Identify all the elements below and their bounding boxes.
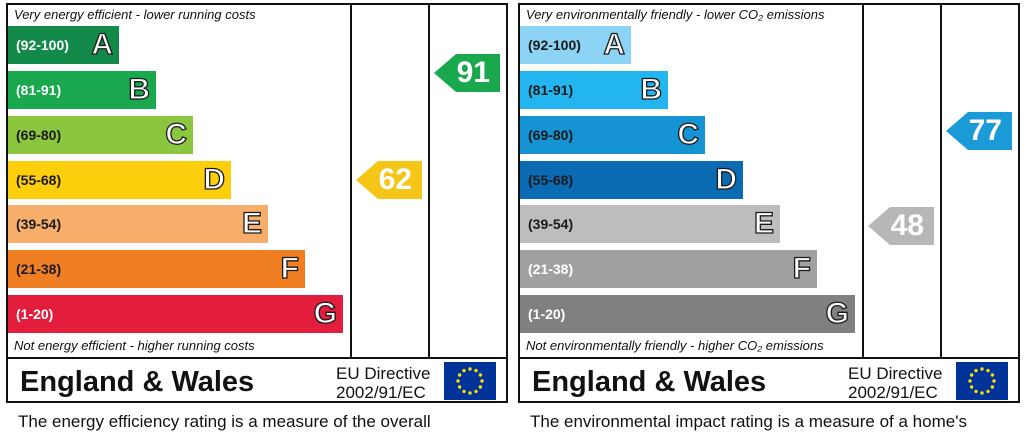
- energy-bottom-caption: Not energy efficient - higher running co…: [14, 338, 255, 353]
- eu-flag-icon: [444, 362, 496, 400]
- band-letter: E: [753, 206, 774, 240]
- eu-star: [457, 373, 462, 377]
- energy-eu-directive: EU Directive 2002/91/EC: [336, 364, 430, 402]
- eu-star: [986, 368, 990, 373]
- environment-band-c: (69-80) C: [520, 116, 705, 154]
- band-range: (39-54): [16, 216, 62, 232]
- band-range: (92-100): [528, 37, 581, 53]
- band-letter: A: [603, 27, 626, 61]
- eu-star: [462, 389, 466, 394]
- energy-band-a: (92-100) A: [8, 26, 119, 64]
- eu-star: [990, 373, 995, 377]
- eu-star: [969, 373, 974, 377]
- environmental-impact-panel: Very environmentally friendly - lower CO…: [512, 0, 1024, 431]
- energy-footer-text: The energy efficiency rating is a measur…: [18, 412, 431, 431]
- band-letter: C: [165, 117, 188, 151]
- environment-bottom-caption: Not environmentally friendly - higher CO…: [526, 338, 824, 353]
- divider-current: [350, 3, 352, 359]
- band-letter: G: [825, 296, 850, 330]
- band-range: (1-20): [528, 306, 566, 322]
- energy-potential-rating: 91: [434, 54, 500, 92]
- eu-star: [968, 379, 972, 383]
- eu-star: [980, 391, 984, 395]
- divider-current: [862, 3, 864, 359]
- band-range: (92-100): [16, 37, 69, 53]
- eu-star: [974, 368, 978, 373]
- band-letter: D: [715, 162, 738, 196]
- band-range: (69-80): [16, 127, 62, 143]
- band-letter: B: [640, 72, 663, 106]
- energy-top-caption: Very energy efficient - lower running co…: [14, 7, 256, 22]
- environment-footer-text: The environmental impact rating is a mea…: [530, 412, 967, 431]
- band-letter: B: [128, 72, 151, 106]
- environment-band-b: (81-91) B: [520, 71, 668, 109]
- environment-top-caption: Very environmentally friendly - lower CO…: [526, 7, 825, 22]
- environment-band-d: (55-68) D: [520, 161, 743, 199]
- band-letter: E: [241, 206, 262, 240]
- band-range: (81-91): [528, 82, 574, 98]
- band-range: (21-38): [528, 261, 574, 277]
- energy-band-f: (21-38) F: [8, 250, 305, 288]
- environment-band-g: (1-20) G: [520, 295, 855, 333]
- band-letter: A: [91, 27, 114, 61]
- eu-star: [456, 379, 460, 383]
- environment-chart-frame: [518, 3, 1020, 403]
- band-letter: C: [677, 117, 700, 151]
- divider-footer: [6, 357, 508, 359]
- band-range: (21-38): [16, 261, 62, 277]
- band-range: (55-68): [16, 172, 62, 188]
- environment-eu-directive: EU Directive 2002/91/EC: [848, 364, 942, 402]
- eu-star: [480, 379, 484, 383]
- environment-band-a: (92-100) A: [520, 26, 631, 64]
- directive-line1: EU Directive: [848, 364, 943, 383]
- band-range: (69-80): [528, 127, 574, 143]
- environment-region-label: England & Wales: [532, 366, 767, 398]
- energy-band-d: (55-68) D: [8, 161, 231, 199]
- eu-star: [478, 373, 483, 377]
- energy-band-c: (69-80) C: [8, 116, 193, 154]
- eu-flag-icon: [956, 362, 1008, 400]
- eu-star: [462, 368, 466, 373]
- band-range: (1-20): [16, 306, 54, 322]
- eu-star: [990, 385, 995, 389]
- eu-star: [974, 389, 978, 394]
- band-range: (55-68): [528, 172, 574, 188]
- directive-line2: 2002/91/EC: [336, 383, 426, 402]
- band-range: (39-54): [528, 216, 574, 232]
- eu-star: [478, 385, 483, 389]
- eu-star: [474, 368, 478, 373]
- eu-star: [468, 391, 472, 395]
- band-letter: F: [792, 251, 812, 285]
- band-letter: D: [203, 162, 226, 196]
- band-range: (81-91): [16, 82, 62, 98]
- eu-star: [468, 367, 472, 371]
- eu-star: [980, 367, 984, 371]
- directive-line2: 2002/91/EC: [848, 383, 938, 402]
- energy-band-g: (1-20) G: [8, 295, 343, 333]
- divider-potential: [940, 3, 942, 359]
- directive-line1: EU Directive: [336, 364, 431, 383]
- divider-potential: [428, 3, 430, 359]
- energy-efficiency-panel: Very energy efficient - lower running co…: [0, 0, 512, 431]
- energy-band-b: (81-91) B: [8, 71, 156, 109]
- eu-star: [986, 389, 990, 394]
- energy-band-e: (39-54) E: [8, 205, 268, 243]
- band-letter: G: [313, 296, 338, 330]
- environment-band-e: (39-54) E: [520, 205, 780, 243]
- energy-chart-frame: [6, 3, 508, 403]
- eu-star: [457, 385, 462, 389]
- eu-star: [992, 379, 996, 383]
- eu-star: [969, 385, 974, 389]
- divider-footer: [518, 357, 1020, 359]
- eu-star: [474, 389, 478, 394]
- environment-band-f: (21-38) F: [520, 250, 817, 288]
- band-letter: F: [280, 251, 300, 285]
- energy-region-label: England & Wales: [20, 366, 255, 398]
